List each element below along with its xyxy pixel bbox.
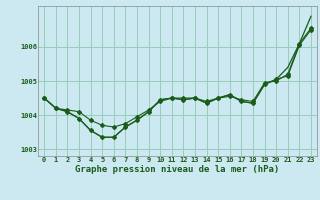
- X-axis label: Graphe pression niveau de la mer (hPa): Graphe pression niveau de la mer (hPa): [76, 165, 280, 174]
